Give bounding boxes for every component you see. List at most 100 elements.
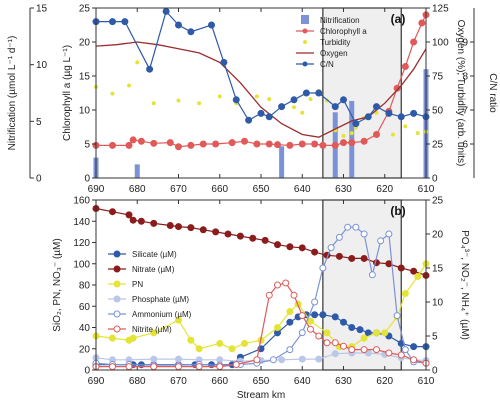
cn-axis-tick-label: 6 — [462, 140, 468, 151]
panel-a-turbidity-point — [254, 94, 259, 99]
panel-a-turbidity-point — [151, 101, 156, 106]
panel-b-silicate-m-point — [356, 326, 364, 334]
panel-b-phosphate-m-point — [331, 350, 339, 358]
panel-b-nitrite-m-point — [282, 279, 290, 287]
panel-a-turbidity-point — [391, 132, 395, 137]
oxygen-axis-tick-label: 25 — [432, 140, 444, 151]
panel-b-phosphate-m-point — [278, 356, 286, 364]
panel-b-ammonium-m-point — [298, 329, 306, 337]
panel-a-chlorophyll-a-point — [331, 141, 339, 149]
panel-b-nitrate-m-point — [410, 267, 418, 275]
panel-b-pn-point — [381, 329, 389, 337]
nitrification-axis-tick-label: 10 — [36, 60, 48, 71]
panel-b-nitrite-m-point — [340, 342, 347, 350]
panel-b-pn-point — [228, 345, 236, 353]
panel-b-nitrite-m-point — [315, 332, 323, 340]
panel-a-chlorophyll-a-point — [286, 141, 294, 149]
panel-b-nitrate-m-point — [286, 243, 294, 251]
panel-b-nitrite-m-point — [397, 351, 405, 359]
panel-b-nitrate-m-point — [360, 254, 368, 262]
nutrient-left-axis-tick-label: 100 — [73, 259, 90, 270]
panel-a-chlorophyll-a-point — [393, 84, 401, 92]
panel-b-phosphate-m-point — [175, 355, 182, 363]
panel-b-nitrate-m-point — [129, 216, 137, 224]
panel-b-silicate-m-point — [286, 318, 294, 326]
panel-b-ammonium-m-point — [286, 346, 294, 354]
panel-b-nitrate-m-point — [166, 222, 174, 229]
panel-a-x-tick-label: 690 — [88, 184, 105, 195]
panel-b-nitrate-m-point — [224, 230, 232, 238]
legend-b-nitrite-m-label: Nitrite (µM) — [132, 325, 172, 334]
panel-b-x-tick-label: 630 — [335, 376, 352, 387]
panel-b-nitrite-m-point — [150, 363, 158, 371]
panel-b-nitrite-m-point — [307, 325, 314, 333]
panel-b-nitrite-m-point — [265, 291, 273, 299]
panel-b-nitrate-m-point — [298, 244, 306, 252]
panel-b-ammonium-m-point — [327, 244, 335, 252]
oxygen-axis-tick-label: 0 — [432, 174, 438, 185]
panel-b-ammonium-m-point — [385, 230, 393, 238]
legend-a-c-n-label: C/N — [320, 60, 334, 69]
panel-b-nitrite-m-point — [125, 363, 133, 371]
panel-b-x-tick-label: 690 — [88, 376, 105, 387]
panel-a-turbidity-point — [267, 97, 272, 102]
panel-a-chlorophyll-a-point — [129, 136, 137, 144]
panel-a-c-n-point — [410, 109, 418, 117]
panel-b-pn-point — [360, 334, 368, 342]
legend-a-turbidity-label: Turbidity — [320, 38, 350, 47]
panel-a-turbidity-point — [135, 60, 140, 65]
panel-b-nitrate-m-line — [95, 207, 427, 276]
panel-a-plot-frame — [95, 7, 427, 179]
panel-a-c-n-point — [146, 65, 154, 73]
panel-a-chlorophyll-a-point — [410, 38, 418, 46]
panel-a-chlorophyll-a-point — [298, 140, 306, 148]
legend-a-chlorophyll-a-swatch-marker — [302, 28, 308, 34]
panel-b-pn-point — [323, 329, 331, 337]
panel-a-c-n-point — [121, 18, 129, 26]
panel-b-nitrite-m-point — [385, 349, 393, 357]
nutrient-left-axis-tick-label: 40 — [79, 323, 91, 334]
nutrient-right-axis-tick-label: 10 — [432, 298, 444, 309]
nutrient-right-axis-tick-label: 25 — [432, 196, 444, 207]
panel-a-turbidity-point — [217, 94, 222, 99]
nutrient-left-axis-tick-label: 140 — [73, 217, 90, 228]
panel-b-ammonium-m-point — [401, 346, 409, 354]
oxygen-turbidity-axis-title: Oxygen (%); Turbidity (arb. units) — [455, 20, 466, 167]
panel-b-ammonium-m-point — [335, 233, 343, 241]
panel-b-pn-point — [401, 290, 409, 297]
legend-b-ammonium-m-label: Ammonium (µM) — [132, 310, 192, 319]
panel-a-c-n-point — [220, 58, 228, 66]
panel-b-phosphate-m-point — [150, 355, 158, 363]
panel-a-c-n-point — [187, 28, 195, 36]
panel-b-nitrate-m-point — [385, 260, 393, 268]
legend-b-nitrate-m-swatch-marker — [113, 265, 121, 273]
panel-b-ammonium-m-point — [368, 271, 376, 279]
panel-a-x-tick-label: 620 — [376, 184, 393, 195]
legend-a-nitrification-swatch — [301, 15, 309, 24]
nitrification-axis-title: Nitrification (µmol L⁻¹ d⁻¹) — [7, 36, 18, 151]
nutrient-left-axis-tick-label: 60 — [79, 302, 91, 313]
panel-b-pn-point — [274, 324, 281, 331]
panel-b-x-tick-label: 670 — [170, 376, 187, 387]
panel-a-c-n-point — [352, 120, 360, 128]
cn-axis-tick-label: 9 — [462, 38, 468, 49]
panel-b-pn-point — [109, 334, 116, 342]
panel-b-nitrate-m-point — [236, 232, 244, 240]
panel-a-c-n-point — [290, 96, 298, 104]
panel-b-pn-point — [216, 339, 224, 347]
panel-b-silicate-m-point — [340, 318, 347, 326]
panel-a-turbidity-point — [415, 131, 420, 136]
panel-a-turbidity-point — [110, 91, 115, 96]
panel-a-turbidity-point — [176, 98, 181, 103]
chlorophyll-axis-tick-label: 25 — [79, 4, 91, 15]
panel-b-pn-point — [241, 339, 248, 347]
legend-b-phosphate-m-label: Phosphate (µM) — [132, 295, 189, 304]
panel-b-nitrate-m-point — [199, 226, 207, 234]
panel-a-x-tick-label: 670 — [170, 184, 187, 195]
panel-a-chlorophyll-a-point — [340, 139, 347, 147]
panel-a-c-n-point — [245, 116, 253, 124]
panel-a-c-n-point — [397, 113, 405, 121]
panel-b-silicate-m-point — [410, 343, 418, 351]
legend-b-silicate-m-label: Silicate (µM) — [132, 250, 177, 259]
